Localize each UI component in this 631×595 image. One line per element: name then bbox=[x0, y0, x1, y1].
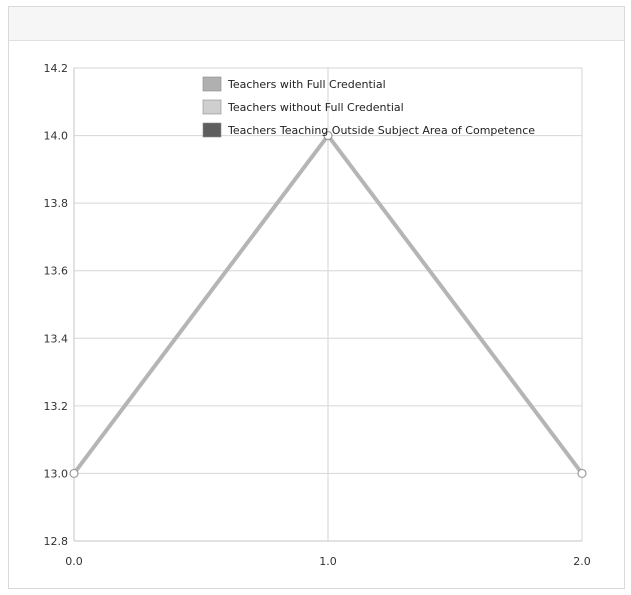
axes bbox=[73, 68, 582, 542]
legend-label: Teachers without Full Credential bbox=[227, 101, 404, 114]
y-tick-label: 13.2 bbox=[44, 400, 69, 413]
data-point bbox=[323, 130, 333, 141]
y-tick-label: 13.4 bbox=[44, 332, 69, 345]
x-tick-label: 2.0 bbox=[573, 555, 591, 568]
x-tick-label: 1.0 bbox=[319, 555, 337, 568]
y-tick-label: 14.0 bbox=[44, 130, 69, 143]
data-point bbox=[69, 468, 79, 479]
legend-swatch bbox=[202, 99, 222, 115]
legend-swatch bbox=[202, 122, 222, 138]
legend: Teachers with Full Credential Teachers wi… bbox=[202, 76, 535, 138]
legend-swatch bbox=[202, 76, 222, 92]
legend-label: Teachers Teaching Outside Subject Area o… bbox=[227, 124, 535, 137]
tick-labels: 12.8 13.0 13.2 13.4 13.6 13.8 14.0 14.2 0.0 1.0 2.… bbox=[44, 62, 591, 568]
data-point bbox=[577, 468, 587, 479]
y-tick-label: 13.8 bbox=[44, 197, 69, 210]
y-tick-label: 13.0 bbox=[44, 467, 69, 480]
x-tick-label: 0.0 bbox=[65, 555, 83, 568]
legend-label: Teachers with Full Credential bbox=[227, 78, 386, 91]
y-tick-label: 12.8 bbox=[44, 535, 69, 548]
data-points bbox=[69, 130, 587, 479]
y-tick-label: 13.6 bbox=[44, 265, 69, 278]
y-tick-label: 14.2 bbox=[44, 62, 69, 75]
chart-header-band bbox=[9, 7, 624, 41]
grid-lines bbox=[73, 67, 583, 542]
